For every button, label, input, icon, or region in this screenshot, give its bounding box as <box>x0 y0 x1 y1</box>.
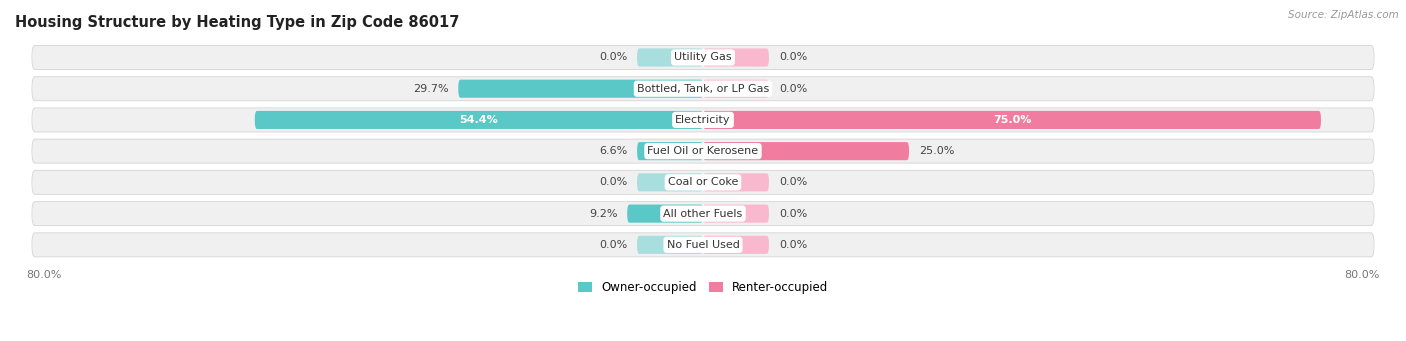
Text: Fuel Oil or Kerosene: Fuel Oil or Kerosene <box>647 146 759 156</box>
FancyBboxPatch shape <box>703 48 769 66</box>
Text: 25.0%: 25.0% <box>920 146 955 156</box>
Text: 0.0%: 0.0% <box>779 240 807 250</box>
FancyBboxPatch shape <box>31 107 1375 132</box>
FancyBboxPatch shape <box>32 46 1374 69</box>
Text: 0.0%: 0.0% <box>779 53 807 62</box>
FancyBboxPatch shape <box>32 139 1374 163</box>
Text: 0.0%: 0.0% <box>599 53 627 62</box>
FancyBboxPatch shape <box>637 142 703 160</box>
Text: All other Fuels: All other Fuels <box>664 209 742 219</box>
FancyBboxPatch shape <box>31 201 1375 226</box>
FancyBboxPatch shape <box>32 202 1374 225</box>
FancyBboxPatch shape <box>703 142 910 160</box>
FancyBboxPatch shape <box>637 236 703 254</box>
Text: 6.6%: 6.6% <box>599 146 627 156</box>
Text: 9.2%: 9.2% <box>589 209 617 219</box>
FancyBboxPatch shape <box>254 111 703 129</box>
FancyBboxPatch shape <box>703 236 769 254</box>
Text: 0.0%: 0.0% <box>779 84 807 94</box>
FancyBboxPatch shape <box>32 171 1374 194</box>
FancyBboxPatch shape <box>703 80 769 98</box>
FancyBboxPatch shape <box>703 111 1322 129</box>
FancyBboxPatch shape <box>637 48 703 66</box>
Text: No Fuel Used: No Fuel Used <box>666 240 740 250</box>
FancyBboxPatch shape <box>32 233 1374 256</box>
Text: Bottled, Tank, or LP Gas: Bottled, Tank, or LP Gas <box>637 84 769 94</box>
Text: Electricity: Electricity <box>675 115 731 125</box>
FancyBboxPatch shape <box>31 139 1375 164</box>
FancyBboxPatch shape <box>32 77 1374 100</box>
Text: 54.4%: 54.4% <box>460 115 498 125</box>
Legend: Owner-occupied, Renter-occupied: Owner-occupied, Renter-occupied <box>572 277 834 299</box>
Text: Housing Structure by Heating Type in Zip Code 86017: Housing Structure by Heating Type in Zip… <box>15 15 460 30</box>
FancyBboxPatch shape <box>31 76 1375 101</box>
FancyBboxPatch shape <box>703 205 769 223</box>
FancyBboxPatch shape <box>31 170 1375 195</box>
FancyBboxPatch shape <box>32 108 1374 132</box>
Text: 0.0%: 0.0% <box>779 209 807 219</box>
Text: Coal or Coke: Coal or Coke <box>668 177 738 187</box>
Text: 29.7%: 29.7% <box>413 84 449 94</box>
FancyBboxPatch shape <box>703 173 769 191</box>
FancyBboxPatch shape <box>31 45 1375 70</box>
Text: 0.0%: 0.0% <box>599 177 627 187</box>
Text: Source: ZipAtlas.com: Source: ZipAtlas.com <box>1288 10 1399 20</box>
FancyBboxPatch shape <box>637 173 703 191</box>
Text: 75.0%: 75.0% <box>993 115 1031 125</box>
FancyBboxPatch shape <box>458 80 703 98</box>
Text: Utility Gas: Utility Gas <box>675 53 731 62</box>
FancyBboxPatch shape <box>31 232 1375 257</box>
Text: 0.0%: 0.0% <box>779 177 807 187</box>
Text: 0.0%: 0.0% <box>599 240 627 250</box>
FancyBboxPatch shape <box>627 205 703 223</box>
